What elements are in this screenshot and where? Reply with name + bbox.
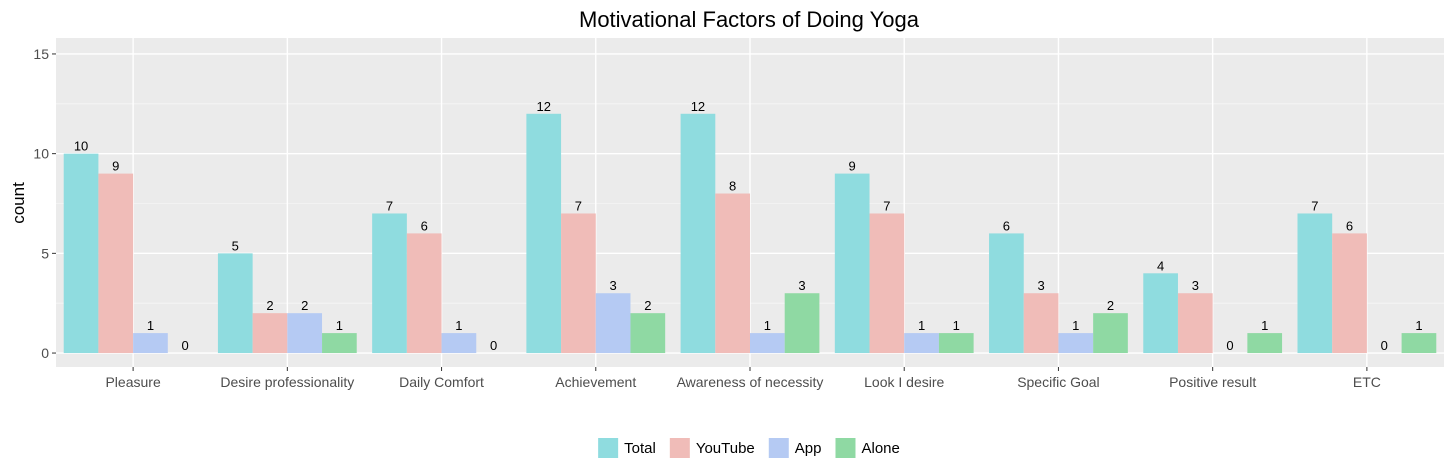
bar-alone-8 — [1401, 333, 1437, 354]
x-tick-label: Awareness of necessity — [677, 374, 824, 390]
bar-total-5 — [834, 173, 870, 354]
bar-app-5 — [904, 333, 939, 354]
data-label: 10 — [74, 139, 88, 154]
bar-youtube-5 — [869, 213, 905, 354]
data-label: 7 — [575, 198, 582, 213]
bar-total-1 — [217, 253, 253, 354]
bars-layer — [63, 113, 1437, 354]
data-label: 7 — [1311, 198, 1318, 213]
data-label: 2 — [301, 298, 308, 313]
bar-alone-4 — [784, 293, 820, 354]
bar-app-0 — [133, 333, 168, 354]
chart-title: Motivational Factors of Doing Yoga — [579, 7, 920, 32]
data-label: 1 — [1072, 318, 1079, 333]
x-tick-label: Achievement — [555, 374, 636, 390]
data-label: 0 — [182, 338, 189, 353]
y-tick-label: 15 — [33, 46, 49, 62]
data-label: 1 — [455, 318, 462, 333]
data-label: 3 — [610, 278, 617, 293]
data-label: 1 — [147, 318, 154, 333]
data-label: 0 — [1226, 338, 1233, 353]
data-label: 1 — [764, 318, 771, 333]
legend-label: YouTube — [696, 440, 755, 457]
data-label: 1 — [1415, 318, 1422, 333]
bar-alone-7 — [1247, 333, 1283, 354]
data-label: 8 — [729, 179, 736, 194]
bar-youtube-6 — [1023, 293, 1059, 354]
bar-total-4 — [680, 113, 716, 354]
bar-total-8 — [1297, 213, 1333, 354]
data-label: 1 — [336, 318, 343, 333]
bar-total-3 — [526, 113, 562, 354]
data-label: 6 — [421, 218, 428, 233]
data-label: 6 — [1346, 218, 1353, 233]
y-axis-label: count — [9, 182, 28, 224]
data-label: 9 — [112, 159, 119, 174]
data-label: 5 — [232, 238, 239, 253]
data-label: 2 — [266, 298, 273, 313]
bar-total-2 — [372, 213, 407, 354]
x-tick-label: Specific Goal — [1017, 374, 1099, 390]
data-label: 3 — [1192, 278, 1199, 293]
x-tick-label: Desire professionality — [220, 374, 354, 390]
data-label: 0 — [490, 338, 497, 353]
data-label: 3 — [1037, 278, 1044, 293]
data-label: 0 — [1381, 338, 1388, 353]
bar-youtube-0 — [98, 173, 134, 354]
bar-youtube-1 — [252, 313, 288, 354]
data-label: 9 — [849, 159, 856, 174]
data-label: 6 — [1003, 218, 1010, 233]
data-label: 4 — [1157, 258, 1164, 273]
data-label: 1 — [953, 318, 960, 333]
legend-label: App — [795, 440, 822, 457]
legend-key-youtube — [669, 438, 690, 458]
data-label: 1 — [1261, 318, 1268, 333]
x-tick-label: Daily Comfort — [399, 374, 484, 390]
bar-app-1 — [287, 313, 323, 354]
bar-alone-3 — [630, 313, 666, 354]
legend-key-app — [768, 438, 789, 458]
bar-app-3 — [595, 293, 631, 354]
bar-youtube-3 — [561, 213, 596, 354]
legend-label: Alone — [861, 440, 899, 457]
data-label: 7 — [883, 198, 890, 213]
bar-total-7 — [1143, 273, 1178, 354]
x-tick-label: Pleasure — [105, 374, 160, 390]
bar-youtube-2 — [406, 233, 442, 354]
bar-youtube-4 — [715, 193, 750, 354]
bar-app-6 — [1058, 333, 1094, 354]
bar-youtube-7 — [1177, 293, 1213, 354]
bar-app-4 — [750, 333, 785, 354]
x-tick-label: ETC — [1353, 374, 1381, 390]
bar-alone-1 — [322, 333, 357, 354]
bar-total-0 — [63, 153, 99, 354]
bar-youtube-8 — [1332, 233, 1367, 354]
bar-alone-6 — [1093, 313, 1128, 354]
data-label: 2 — [644, 298, 651, 313]
data-label: 1 — [918, 318, 925, 333]
bar-total-6 — [989, 233, 1024, 354]
data-label: 12 — [691, 99, 705, 114]
data-label: 12 — [536, 99, 550, 114]
data-label: 2 — [1107, 298, 1114, 313]
y-tick-label: 10 — [33, 146, 49, 162]
y-tick-label: 0 — [41, 345, 49, 361]
x-tick-label: Positive result — [1169, 374, 1256, 390]
data-label: 3 — [798, 278, 805, 293]
legend-label: Total — [624, 440, 656, 457]
legend: Total YouTube App Alone — [598, 438, 900, 458]
y-tick-label: 5 — [41, 245, 49, 261]
x-tick-label: Look I desire — [864, 374, 944, 390]
bar-alone-5 — [938, 333, 974, 354]
legend-key-alone — [835, 438, 856, 458]
data-label: 7 — [386, 198, 393, 213]
legend-key-total — [598, 438, 619, 458]
bar-app-2 — [441, 333, 477, 354]
